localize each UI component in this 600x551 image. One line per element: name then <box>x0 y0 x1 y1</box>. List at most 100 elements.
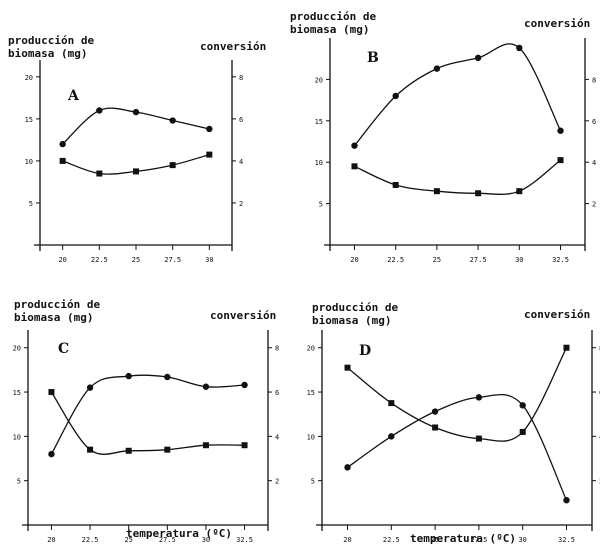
panel-C-series-biomasa-line <box>50 374 245 455</box>
panel-C-right-tick-label: 2 <box>275 478 279 486</box>
panel-C-x-title: temperatura (ºC) <box>126 527 232 540</box>
panel-C-left-tick-label: 15 <box>13 389 21 397</box>
panel-B-biomasa-point <box>557 127 564 134</box>
panel-D-series-conversion-line <box>347 347 568 442</box>
panel-C-letter: C <box>58 341 69 357</box>
panel-A-biomasa-point <box>132 108 140 116</box>
panel-B-left-label-line1: producción de <box>290 10 376 23</box>
panel-D-x-tick-label: 20 <box>343 536 351 544</box>
panel-A-plot: 20 22.5 25 27.5 30 5 10 15 20 2 4 6 8 <box>25 60 243 264</box>
panel-D-left-tick-label: 5 <box>311 478 315 486</box>
panel-B-biomasa-point <box>392 92 399 100</box>
panel-B-right-tick-label: 2 <box>592 201 596 209</box>
panel-A-x-tick-label: 30 <box>205 256 213 264</box>
panel-B-left-tick-label: 20 <box>315 76 323 84</box>
panel-A-left-label-line1: producción de <box>8 34 94 47</box>
panel-C-x-tick-label: 27.5 <box>159 536 176 544</box>
panel-A-right-label: conversión <box>200 40 266 53</box>
panel-B-x-tick-label: 32.5 <box>552 256 569 264</box>
panel-D-x-tick-label: 25 <box>431 536 439 544</box>
panel-C-plot: 20 22.5 25 27.5 30 32.5 5 10 15 20 2 4 6 8 <box>13 330 279 544</box>
panel-C-right-tick-label: 6 <box>275 389 279 397</box>
panel-B-biomasa-point <box>433 65 441 72</box>
panel-D-left-label-line2: biomasa (mg) <box>312 314 391 327</box>
panel-D-conversion-point <box>344 364 351 371</box>
panel-C-left-tick-label: 5 <box>17 478 21 486</box>
panel-D-x-tick-label: 22.5 <box>383 536 400 544</box>
panel-B-conversion-point <box>351 163 358 170</box>
panel-C-left-tick-label: 10 <box>13 433 21 441</box>
panel-C-left-label-line2: biomasa (mg) <box>14 311 93 324</box>
panel-D-x-tick-label: 32.5 <box>558 536 575 544</box>
panel-B-left-tick-label: 10 <box>315 159 323 167</box>
panel-C-conversion-point <box>48 389 55 396</box>
panel-B-x-tick-label: 30 <box>515 256 523 264</box>
panel-A-biomasa-point <box>96 107 103 114</box>
panel-B-left-label-line2: biomasa (mg) <box>290 23 369 36</box>
panel-A-x-tick-label: 25 <box>132 256 140 264</box>
panel-D-left-tick-label: 15 <box>307 389 315 397</box>
panel-C-biomasa-point <box>202 383 210 390</box>
panel-C-biomasa-point <box>48 450 55 458</box>
panel-C-x-tick-label: 30 <box>202 536 210 544</box>
panel-A-biomasa-point <box>169 117 176 124</box>
panel-B-biomasa-point <box>351 142 358 149</box>
panel-D-biomasa-point <box>519 402 526 409</box>
panel-A-right-tick-label: 4 <box>239 158 243 166</box>
panel-B-plot: 20 22.5 25 27.5 30 32.5 5 10 15 20 2 4 6 8 <box>315 38 596 264</box>
panel-A-letter: A <box>67 88 80 104</box>
panel-A-right-tick-label: 2 <box>239 200 243 208</box>
panel-C-biomasa-point <box>125 372 132 380</box>
panel-B-x-tick-label: 27.5 <box>470 256 487 264</box>
panel-B-series-conversion-line <box>354 159 561 195</box>
panel-B-biomasa-point <box>516 44 523 52</box>
panel-A-left-tick-label: 15 <box>25 116 33 124</box>
panel-C-conversion-point <box>202 442 209 449</box>
panel-B-biomasa-point <box>474 54 482 62</box>
panel-D-biomasa-point <box>431 408 439 415</box>
panel-D-series-biomasa-line <box>347 393 568 501</box>
panel-D-conversion-point <box>475 435 482 442</box>
panel-D-conversion-point <box>519 428 526 435</box>
panel-B-x-tick-label: 22.5 <box>387 256 404 264</box>
panel-B-conversion-point <box>392 181 399 188</box>
panel-A-biomasa-point <box>206 125 213 133</box>
panel-B-right-tick-label: 6 <box>592 118 596 126</box>
panel-C-conversion-point <box>87 446 94 453</box>
panel-B: producción de biomasa (mg) conversión B <box>290 10 590 66</box>
panel-C-x-tick-label: 20 <box>47 536 55 544</box>
panel-A-left-label-line2: biomasa (mg) <box>8 47 87 60</box>
panel-A-conversion-point <box>96 170 103 177</box>
panel-B-conversion-point <box>433 188 440 195</box>
panel-D-left-tick-label: 10 <box>307 433 315 441</box>
panel-B-x-tick-label: 25 <box>433 256 441 264</box>
panel-B-conversion-point <box>516 188 523 195</box>
panel-B-letter: B <box>367 50 379 66</box>
panel-D-letter: D <box>359 343 371 359</box>
panel-D-x-tick-label: 30 <box>518 536 526 544</box>
panel-D-left-tick-label: 20 <box>307 345 315 353</box>
panel-C-biomasa-point <box>241 381 248 389</box>
panel-C-conversion-point <box>241 442 248 449</box>
panel-A-x-tick-label: 20 <box>58 256 66 264</box>
panel-A-left-tick-label: 20 <box>25 74 33 82</box>
panel-A-conversion-point <box>169 162 176 169</box>
panel-D-biomasa-point <box>388 433 395 440</box>
panel-A-left-tick-label: 5 <box>29 200 33 208</box>
panel-A-conversion-point <box>59 157 66 164</box>
panel-B-right-tick-label: 8 <box>592 76 596 84</box>
panel-A-left-tick-label: 10 <box>25 158 33 166</box>
panel-A-conversion-point <box>133 168 139 175</box>
panel-C: producción de biomasa (mg) conversión C … <box>14 298 276 540</box>
panel-D-biomasa-point <box>563 496 570 504</box>
panel-D-biomasa-point <box>344 464 351 471</box>
panel-B-right-label: conversión <box>524 17 590 30</box>
panel-C-biomasa-point <box>86 384 94 391</box>
panel-C-right-tick-label: 8 <box>275 345 279 353</box>
panel-B-left-tick-label: 15 <box>315 118 323 126</box>
panel-C-conversion-point <box>164 446 171 453</box>
panel-D-x-tick-label: 27.5 <box>470 536 487 544</box>
panel-D-left-label-line1: producción de <box>312 301 398 314</box>
